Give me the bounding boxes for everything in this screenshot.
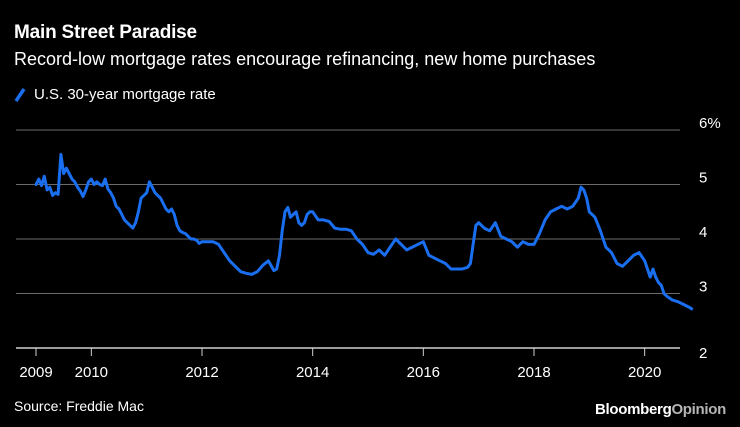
source-note: Source: Freddie Mac [14,398,144,414]
brand-part-2: Opinion [671,401,726,418]
chart-title: Main Street Paradise [14,22,197,43]
legend-swatch-icon [14,87,26,102]
x-tick-label-2009: 2009 [19,364,52,381]
brand-logo: BloombergOpinion [595,401,726,418]
series-line-0 [34,153,694,311]
y-tick-label-3: 3 [699,279,707,296]
x-tick-label-2014: 2014 [296,364,329,381]
legend-label: U.S. 30-year mortgage rate [34,86,216,103]
x-tick-label-2016: 2016 [407,364,440,381]
y-tick-label-4: 4 [699,224,707,241]
x-tick-label-2020: 2020 [628,364,661,381]
x-tick-label-2010: 2010 [75,364,108,381]
chart-subtitle: Record-low mortgage rates encourage refi… [14,49,596,69]
chart-legend: U.S. 30-year mortgage rate [14,86,216,103]
y-tick-label-2: 2 [699,345,707,362]
x-tick-label-2018: 2018 [517,364,550,381]
brand-part-1: Bloomberg [594,401,672,418]
y-tick-label-5: 5 [699,170,707,187]
y-tick-label-6: 6% [699,115,721,132]
x-tick-label-2012: 2012 [185,364,218,381]
